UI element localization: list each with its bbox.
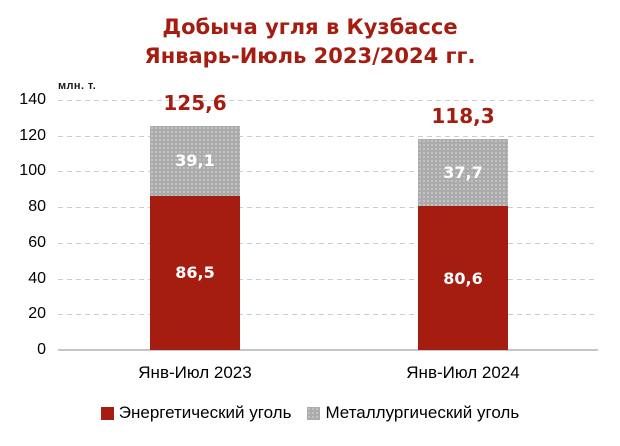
plot-area: 86,5 39,1 125,6 80,6 37,7 118,3 bbox=[58, 92, 598, 351]
x-tick-label-2: Янв-Июл 2024 bbox=[406, 363, 520, 382]
legend-label-metallurgical: Металлургический уголь bbox=[325, 403, 520, 422]
y-tick-label-100: 100 bbox=[19, 162, 46, 180]
chart-title-line2: Январь-Июль 2023/2024 гг. bbox=[144, 44, 476, 68]
y-tick-label-140: 140 bbox=[19, 91, 46, 108]
y-tick-label-120: 120 bbox=[19, 126, 46, 144]
gridline-100 bbox=[58, 171, 598, 173]
segment-value-label-metallurgical-2: 37,7 bbox=[443, 162, 483, 182]
legend-item-energy: Энергетический уголь bbox=[100, 403, 292, 423]
chart-title: Добыча угля в Кузбассе Январь-Июль 2023/… bbox=[0, 13, 620, 71]
y-tick-label-80: 80 bbox=[28, 198, 46, 216]
y-tick-label-20: 20 bbox=[28, 305, 46, 323]
y-tick-label-40: 40 bbox=[28, 269, 46, 287]
y-tick-label-0: 0 bbox=[37, 341, 46, 358]
y-tick-label-60: 60 bbox=[28, 233, 46, 251]
stacked-bar-1: 86,5 39,1 125,6 bbox=[150, 92, 240, 350]
x-tick-label-1: Янв-Июл 2023 bbox=[138, 363, 252, 382]
segment-value-label-energy-2: 80,6 bbox=[443, 268, 483, 288]
legend: Энергетический уголь Металлургический уго… bbox=[0, 403, 620, 423]
gridline-80 bbox=[58, 207, 598, 209]
bar-segment-energy-1: 86,5 bbox=[150, 195, 240, 350]
x-axis: Янв-Июл 2023 Янв-Июл 2024 bbox=[58, 362, 598, 386]
bar-segment-energy-2: 80,6 bbox=[418, 206, 508, 350]
bar-segment-metallurgical-2: 37,7 bbox=[418, 138, 508, 207]
x-axis-line bbox=[58, 349, 598, 351]
gridline-120 bbox=[58, 135, 598, 137]
gridline-20 bbox=[58, 314, 598, 316]
chart-title-line1: Добыча угля в Кузбассе bbox=[162, 15, 458, 39]
y-axis-unit-label: млн. т. bbox=[58, 80, 97, 92]
total-value-label-2: 118,3 bbox=[431, 103, 495, 128]
stacked-bar-2: 80,6 37,7 118,3 bbox=[418, 100, 508, 350]
segment-value-label-metallurgical-1: 39,1 bbox=[175, 151, 215, 171]
gridline-140 bbox=[58, 100, 598, 101]
gridline-40 bbox=[58, 278, 598, 280]
gridline-60 bbox=[58, 242, 598, 244]
total-value-label-1: 125,6 bbox=[163, 90, 227, 115]
bar-segment-metallurgical-1: 39,1 bbox=[150, 125, 240, 196]
legend-item-metallurgical: Металлургический уголь bbox=[307, 403, 519, 423]
legend-swatch-metallurgical-icon bbox=[307, 406, 321, 420]
legend-label-energy: Энергетический уголь bbox=[118, 403, 292, 422]
segment-value-label-energy-1: 86,5 bbox=[175, 263, 215, 283]
y-axis: 0 20 40 60 80 100 120 140 bbox=[0, 91, 46, 358]
legend-swatch-energy-icon bbox=[100, 406, 114, 420]
